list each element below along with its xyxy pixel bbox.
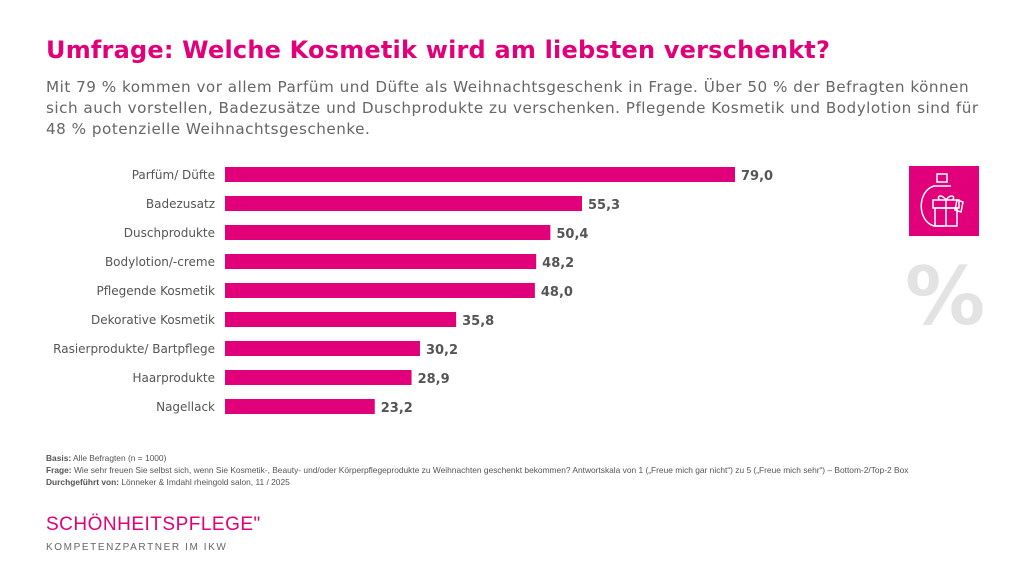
value-label: 55,3 [588, 198, 620, 213]
category-label: Duschprodukte [124, 226, 215, 240]
bar [225, 312, 457, 327]
category-label: Badezusatz [146, 197, 215, 211]
value-label: 48,2 [542, 256, 574, 271]
category-label: Pflegende Kosmetik [96, 284, 215, 298]
value-label: 79,0 [741, 169, 773, 184]
category-label: Nagellack [156, 400, 215, 414]
bar [225, 254, 537, 269]
category-label: Dekorative Kosmetik [91, 313, 215, 327]
category-label: Parfüm/ Düfte [132, 168, 215, 182]
note-durchgefuehrt: Durchgeführt von: Lönneker & Imdahl rhei… [46, 477, 290, 487]
value-label: 28,9 [418, 372, 450, 387]
logo: SCHÖNHEITSPFLEGE" [46, 514, 261, 535]
bar [225, 167, 735, 182]
value-label: 30,2 [426, 343, 458, 358]
category-label: Bodylotion/-creme [105, 255, 215, 269]
logo-tagline: KOMPETENZPARTNER IM IKW [46, 542, 228, 553]
category-label: Haarprodukte [132, 371, 215, 385]
value-label: 48,0 [541, 285, 573, 300]
value-label: 35,8 [462, 314, 494, 329]
page-title: Umfrage: Welche Kosmetik wird am liebste… [46, 36, 831, 64]
footnotes: Basis: Alle Befragten (n = 1000) Frage: … [46, 452, 908, 488]
bar [225, 399, 375, 414]
value-label: 23,2 [381, 401, 413, 416]
bar [225, 225, 551, 240]
subtitle: Mit 79 % kommen vor allem Parfüm und Düf… [46, 78, 979, 138]
note-frage: Frage: Wie sehr freuen Sie selbst sich, … [46, 465, 909, 475]
bar [225, 283, 535, 298]
bar [225, 370, 412, 385]
bar [225, 196, 582, 211]
note-basis: Basis: Alle Befragten (n = 1000) [46, 453, 167, 463]
percent-icon: % [905, 250, 986, 343]
gift-perfume-icon [909, 166, 979, 236]
category-label: Rasierprodukte/ Bartpflege [53, 342, 215, 356]
bar [225, 341, 420, 356]
value-label: 50,4 [556, 227, 588, 242]
